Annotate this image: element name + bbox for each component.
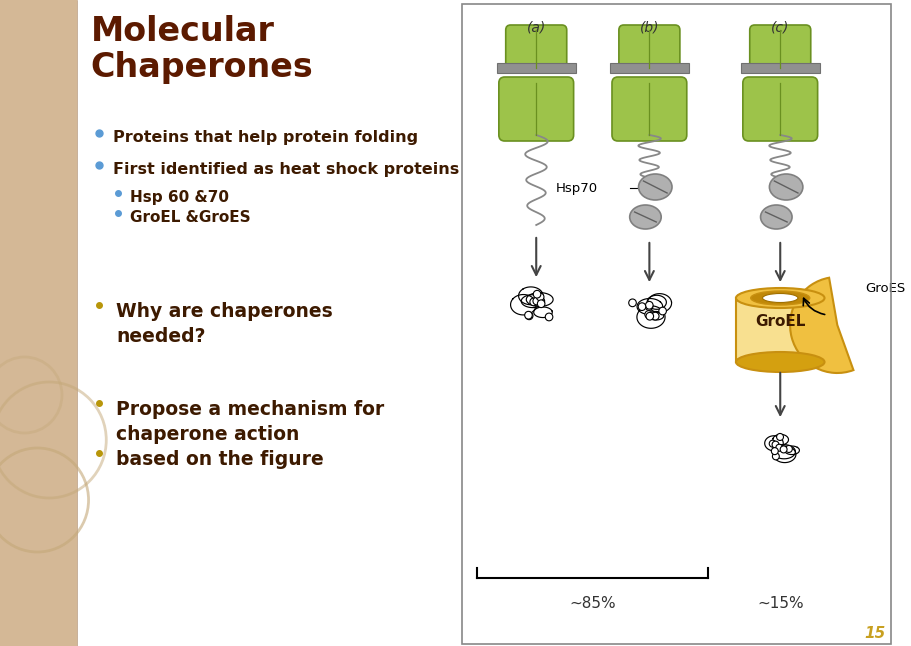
Circle shape xyxy=(776,433,783,441)
Ellipse shape xyxy=(769,174,802,200)
Text: First identified as heat shock proteins: First identified as heat shock proteins xyxy=(113,162,459,177)
FancyBboxPatch shape xyxy=(498,77,573,141)
Text: (a): (a) xyxy=(526,20,546,34)
Circle shape xyxy=(545,313,552,321)
Bar xyxy=(496,63,575,73)
Text: Hsp70: Hsp70 xyxy=(556,182,598,194)
Text: Why are chaperones
needed?: Why are chaperones needed? xyxy=(116,302,333,346)
Circle shape xyxy=(645,303,652,310)
Text: ~15%: ~15% xyxy=(756,596,803,611)
FancyBboxPatch shape xyxy=(742,77,817,141)
Bar xyxy=(462,4,890,644)
Ellipse shape xyxy=(735,352,824,372)
Text: Proteins that help protein folding: Proteins that help protein folding xyxy=(113,130,418,145)
Circle shape xyxy=(533,290,540,298)
FancyBboxPatch shape xyxy=(619,25,679,73)
Text: GroES: GroES xyxy=(864,282,904,295)
Circle shape xyxy=(771,448,777,455)
Text: based on the figure: based on the figure xyxy=(116,450,323,469)
Circle shape xyxy=(644,311,651,318)
Text: ~85%: ~85% xyxy=(568,596,616,611)
Circle shape xyxy=(768,440,775,447)
Circle shape xyxy=(645,302,652,309)
Circle shape xyxy=(532,297,540,305)
Bar xyxy=(740,63,819,73)
Bar xyxy=(609,63,688,73)
Circle shape xyxy=(537,300,545,307)
Circle shape xyxy=(772,453,779,460)
Circle shape xyxy=(524,311,532,319)
Circle shape xyxy=(784,446,792,452)
Bar xyxy=(735,298,824,362)
Circle shape xyxy=(628,299,636,307)
Ellipse shape xyxy=(638,174,671,200)
Text: Hsp 60 &70: Hsp 60 &70 xyxy=(129,190,229,205)
Text: GroEL: GroEL xyxy=(754,313,804,329)
FancyBboxPatch shape xyxy=(506,25,566,73)
Ellipse shape xyxy=(762,293,797,302)
Text: Molecular
Chaperones: Molecular Chaperones xyxy=(90,15,312,83)
Text: 15: 15 xyxy=(864,626,885,641)
Ellipse shape xyxy=(629,205,660,229)
Circle shape xyxy=(525,312,532,320)
Circle shape xyxy=(645,313,653,320)
Circle shape xyxy=(529,298,537,306)
FancyBboxPatch shape xyxy=(611,77,686,141)
Ellipse shape xyxy=(760,205,791,229)
Text: Propose a mechanism for
chaperone action: Propose a mechanism for chaperone action xyxy=(116,400,384,444)
Circle shape xyxy=(638,303,645,311)
Bar xyxy=(0,0,77,646)
Wedge shape xyxy=(789,278,853,373)
Circle shape xyxy=(772,441,778,448)
Text: (b): (b) xyxy=(639,20,659,34)
Circle shape xyxy=(658,307,666,315)
Circle shape xyxy=(779,446,786,453)
FancyBboxPatch shape xyxy=(749,25,810,73)
Circle shape xyxy=(536,293,543,301)
Ellipse shape xyxy=(735,288,824,308)
Ellipse shape xyxy=(750,291,809,305)
Circle shape xyxy=(650,312,659,320)
Circle shape xyxy=(775,444,782,452)
Text: GroEL &GroES: GroEL &GroES xyxy=(129,210,251,225)
Text: (c): (c) xyxy=(770,20,789,34)
